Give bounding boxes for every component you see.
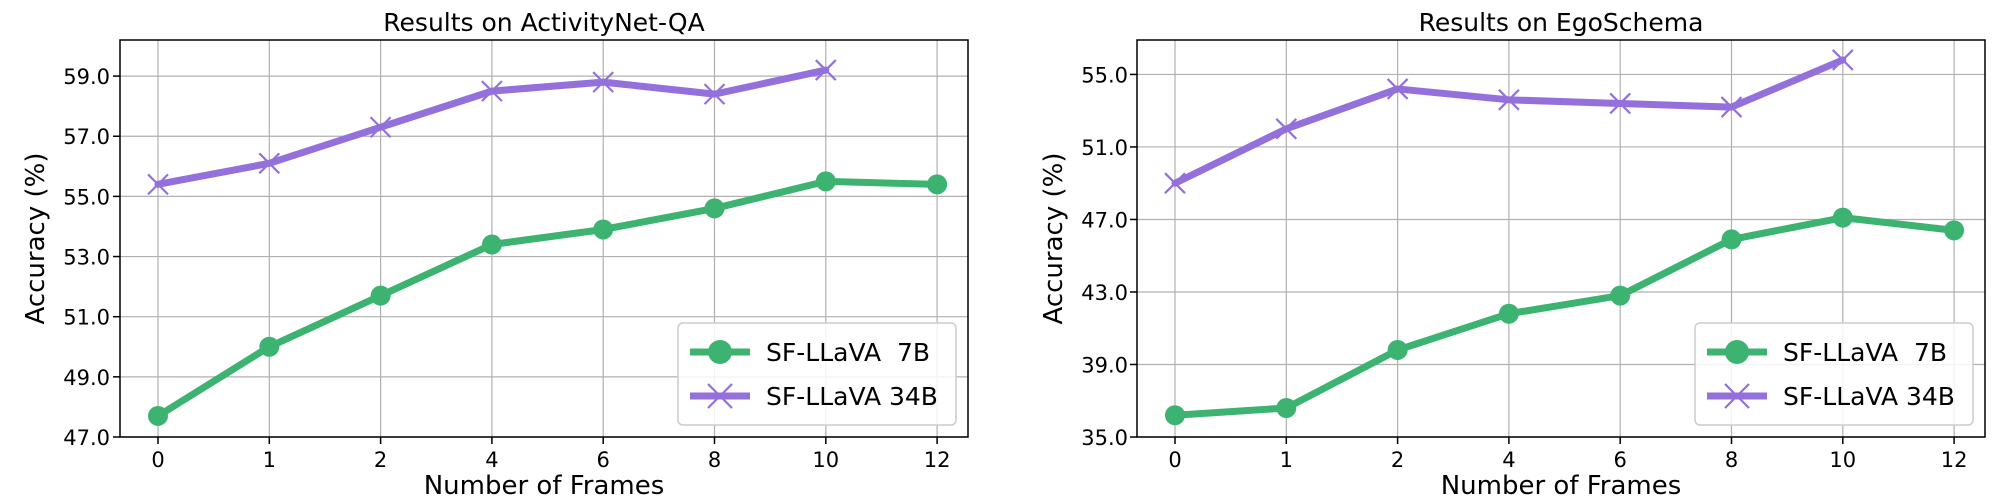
data-point-circle <box>1165 405 1185 426</box>
x-tick-label: 10 <box>812 448 839 472</box>
data-point-x <box>369 116 392 138</box>
series-line-1 <box>1171 214 1958 419</box>
plot-frame <box>119 39 969 438</box>
y-tick-label: 55.0 <box>1081 63 1128 87</box>
x-axis-label: Number of Frames <box>1441 471 1682 500</box>
data-point-x <box>481 80 503 102</box>
y-tick-label: 55.0 <box>63 185 110 209</box>
x-tick-label: 0 <box>151 448 164 472</box>
data-point-circle <box>1498 303 1519 324</box>
chart-title: Results on ActivityNet-QA <box>383 8 704 37</box>
y-tick-label: 39.0 <box>1081 353 1128 377</box>
y-tick-label: 57.0 <box>63 125 110 149</box>
legend-marker-circle <box>708 340 732 364</box>
data-point-circle <box>1832 207 1853 228</box>
x-tick-label: 6 <box>597 448 610 472</box>
data-point-circle <box>259 336 280 357</box>
x-tick-label: 2 <box>374 448 387 472</box>
x-tick-label: 2 <box>1391 448 1404 472</box>
data-point-x <box>1498 89 1520 111</box>
legend-marker-x <box>1724 383 1750 409</box>
legend-label: SF-LLaVA 34B <box>1783 382 1955 411</box>
data-point-circle <box>481 234 502 255</box>
data-point-x <box>1386 78 1409 100</box>
plot-frame <box>1136 39 1986 438</box>
legend-label: SF-LLaVA 34B <box>766 382 938 411</box>
data-point-circle <box>704 198 725 219</box>
legend-label: SF-LLaVA 7B <box>1783 338 1947 367</box>
y-tick-label: 49.0 <box>63 366 110 390</box>
legend: SF-LLaVA 7B SF-LLaVA 34B <box>1694 322 1974 426</box>
x-tick-label: 10 <box>1829 448 1856 472</box>
y-tick-label: 53.0 <box>63 246 110 270</box>
data-point-circle <box>1387 339 1408 360</box>
data-point-x <box>147 173 169 196</box>
data-point-x <box>258 152 281 175</box>
data-point-x <box>1832 49 1854 71</box>
data-point-circle <box>1944 220 1965 241</box>
x-tick-label: 4 <box>1502 448 1515 472</box>
x-tick-label: 12 <box>1941 448 1968 472</box>
y-tick-label: 47.0 <box>1081 208 1128 232</box>
x-tick-label: 1 <box>1280 448 1293 472</box>
y-tick-label: 43.0 <box>1081 281 1128 305</box>
data-point-x <box>592 71 614 93</box>
data-point-circle <box>148 405 168 426</box>
data-point-x <box>815 59 837 81</box>
x-tick-label: 0 <box>1168 448 1181 472</box>
x-tick-label: 1 <box>263 448 276 472</box>
legend-marker-x <box>707 383 733 409</box>
y-tick-label: 59.0 <box>63 65 110 89</box>
y-tick-label: 51.0 <box>63 306 110 330</box>
x-tick-label: 8 <box>1725 448 1738 472</box>
data-point-circle <box>1610 285 1631 306</box>
data-point-x <box>1275 118 1298 140</box>
chart-panel-2: 0 1 2 4 6 8 10 1235.039.043.047.051.055.0Result… <box>1039 8 1986 500</box>
x-axis-label: Number of Frames <box>424 471 665 500</box>
data-point-circle <box>370 285 391 306</box>
y-axis-label: Accuracy (%) <box>1039 153 1069 325</box>
data-point-circle <box>927 174 948 195</box>
x-tick-label: 6 <box>1614 448 1627 472</box>
data-point-x <box>1720 96 1743 118</box>
y-tick-label: 51.0 <box>1081 136 1128 160</box>
data-point-circle <box>593 219 614 240</box>
x-tick-label: 8 <box>708 448 721 472</box>
series-line-1 <box>154 177 941 420</box>
data-point-circle <box>815 171 836 192</box>
y-tick-label: 35.0 <box>1081 426 1128 450</box>
data-point-x <box>1164 172 1186 194</box>
legend-marker-circle <box>1725 340 1749 364</box>
chart-title: Results on EgoSchema <box>1419 8 1704 37</box>
x-tick-label: 4 <box>485 448 498 472</box>
data-point-circle <box>1276 397 1297 418</box>
data-point-circle <box>1721 229 1742 250</box>
x-tick-label: 12 <box>924 448 951 472</box>
y-axis-label: Accuracy (%) <box>21 153 51 325</box>
data-point-x <box>1609 92 1631 115</box>
y-tick-label: 47.0 <box>63 426 110 450</box>
legend: SF-LLaVA 7B SF-LLaVA 34B <box>677 322 957 426</box>
legend-label: SF-LLaVA 7B <box>766 338 930 367</box>
chart-panel-1: 0 1 2 4 6 8 10 1247.049.051.053.055.057.059.0Re… <box>21 8 969 500</box>
data-point-x <box>703 83 726 105</box>
